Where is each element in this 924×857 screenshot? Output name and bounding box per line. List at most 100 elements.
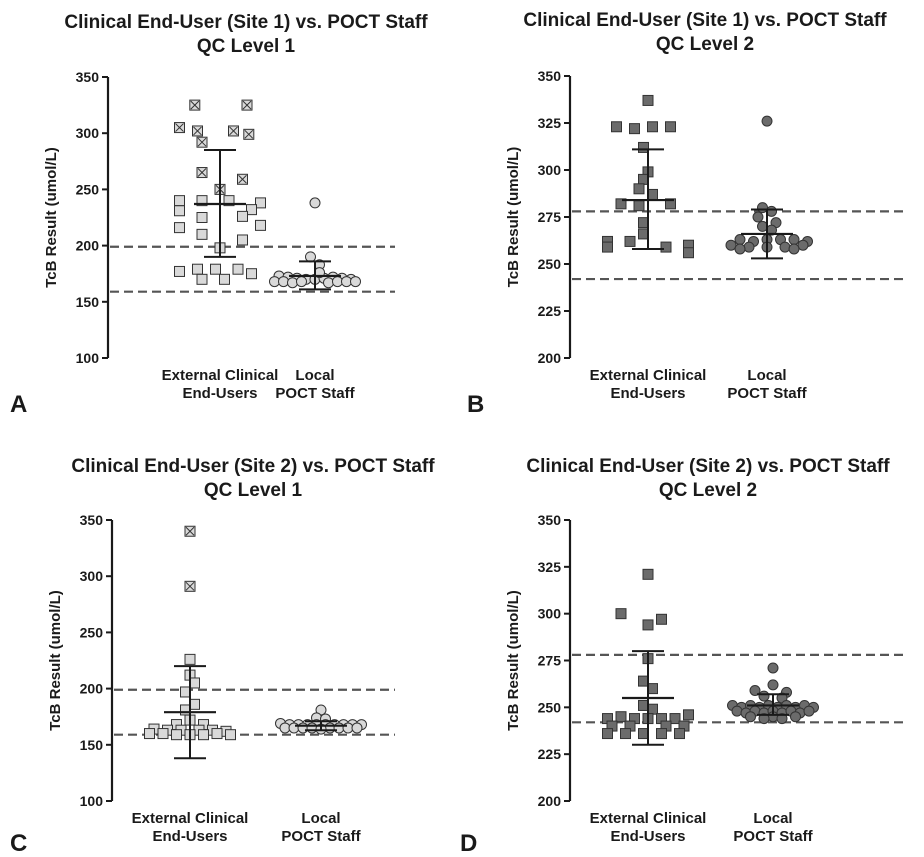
data-point	[642, 619, 654, 631]
x-category-label: External Clinical	[162, 367, 279, 384]
x-category-label: External Clinical	[590, 810, 707, 827]
series-external-end-users	[174, 99, 266, 285]
chart-subtitle: QC Level 2	[656, 34, 754, 55]
y-tick-label: 300	[76, 125, 100, 141]
data-point	[174, 265, 185, 277]
data-point	[196, 228, 208, 240]
data-point	[633, 183, 645, 195]
data-point-mark	[197, 168, 207, 177]
data-point	[174, 205, 185, 217]
y-tick-label: 200	[80, 681, 104, 697]
panel-label: D	[460, 830, 477, 857]
data-point	[351, 722, 363, 734]
data-point	[734, 243, 746, 255]
x-category-label: Local	[753, 810, 792, 827]
series-local-poct-staff	[275, 704, 367, 735]
chart-panel-b: Clinical End-User (Site 1) vs. POCT Staf…	[467, 10, 905, 418]
chart-subtitle: QC Level 1	[197, 36, 296, 57]
chart-panel-d: Clinical End-User (Site 2) vs. POCT Staf…	[460, 456, 905, 857]
data-point	[638, 141, 649, 153]
data-point	[287, 277, 298, 289]
data-point	[633, 200, 645, 212]
panel-label: A	[10, 391, 27, 418]
data-point	[761, 115, 773, 127]
data-point-mark	[244, 129, 254, 139]
data-point	[788, 234, 800, 246]
data-point	[611, 121, 622, 133]
data-point	[683, 709, 694, 721]
series-external-end-users	[602, 94, 694, 259]
y-tick-label: 150	[76, 294, 100, 310]
y-tick-label: 250	[538, 256, 562, 272]
data-point	[665, 121, 676, 133]
data-point-mark	[185, 581, 195, 591]
y-tick-label: 150	[80, 737, 104, 753]
data-point	[731, 705, 743, 717]
data-point	[255, 197, 266, 209]
data-point	[776, 713, 788, 725]
y-tick-label: 100	[80, 793, 104, 809]
y-tick-label: 100	[76, 350, 100, 366]
data-point	[157, 728, 169, 740]
data-point	[225, 729, 236, 741]
y-tick-label: 300	[538, 606, 562, 622]
y-tick-label: 200	[538, 793, 562, 809]
x-category-label: POCT Staff	[733, 828, 813, 845]
data-point	[237, 210, 248, 222]
x-category-label: POCT Staff	[727, 385, 807, 402]
data-point-mark	[197, 137, 207, 147]
data-point	[669, 713, 681, 725]
data-point	[629, 123, 640, 135]
y-tick-label: 250	[80, 624, 104, 640]
y-tick-label: 300	[80, 568, 104, 584]
data-point	[725, 239, 737, 251]
data-point	[790, 711, 801, 723]
series-local-poct-staff	[727, 662, 819, 725]
data-point	[758, 713, 770, 725]
data-point	[758, 690, 770, 702]
data-point	[767, 662, 779, 674]
chart-subtitle: QC Level 2	[659, 480, 757, 501]
series-local-poct-staff	[269, 197, 361, 291]
data-point	[323, 277, 334, 289]
y-axis-label: TcB Result (umol/L)	[43, 147, 60, 288]
data-point	[674, 728, 685, 740]
y-tick-label: 225	[538, 746, 562, 762]
data-point	[196, 212, 208, 223]
y-axis-label: TcB Result (umol/L)	[505, 147, 522, 288]
data-point	[615, 711, 627, 723]
data-point	[745, 711, 756, 723]
data-point	[656, 613, 667, 625]
data-point	[211, 728, 223, 740]
data-point	[624, 235, 636, 247]
y-tick-label: 275	[538, 209, 562, 225]
data-point	[620, 728, 631, 740]
x-category-label: End-Users	[152, 828, 227, 845]
data-point	[602, 728, 613, 740]
panel-label: C	[10, 830, 27, 857]
y-tick-label: 200	[76, 238, 100, 254]
panel-label: B	[467, 391, 484, 418]
data-point	[246, 268, 257, 280]
data-point	[743, 241, 755, 253]
data-point	[642, 568, 654, 580]
data-point	[647, 121, 658, 133]
x-category-label: External Clinical	[132, 810, 249, 827]
data-point	[803, 705, 815, 717]
y-tick-label: 350	[538, 68, 562, 84]
chart-subtitle: QC Level 1	[204, 480, 303, 501]
data-point	[602, 241, 613, 253]
data-point	[749, 684, 761, 696]
y-tick-label: 250	[538, 699, 562, 715]
chart-panel-c: Clinical End-User (Site 2) vs. POCT Staf…	[10, 456, 435, 857]
data-point-mark	[185, 526, 195, 536]
data-point	[171, 729, 182, 741]
data-point	[309, 197, 321, 209]
data-point	[788, 243, 800, 255]
chart-panel-a: Clinical End-User (Site 1) vs. POCT Staf…	[10, 12, 428, 418]
data-point	[196, 273, 208, 285]
data-point-mark	[229, 126, 238, 136]
data-point	[198, 729, 209, 741]
data-point	[665, 198, 676, 210]
